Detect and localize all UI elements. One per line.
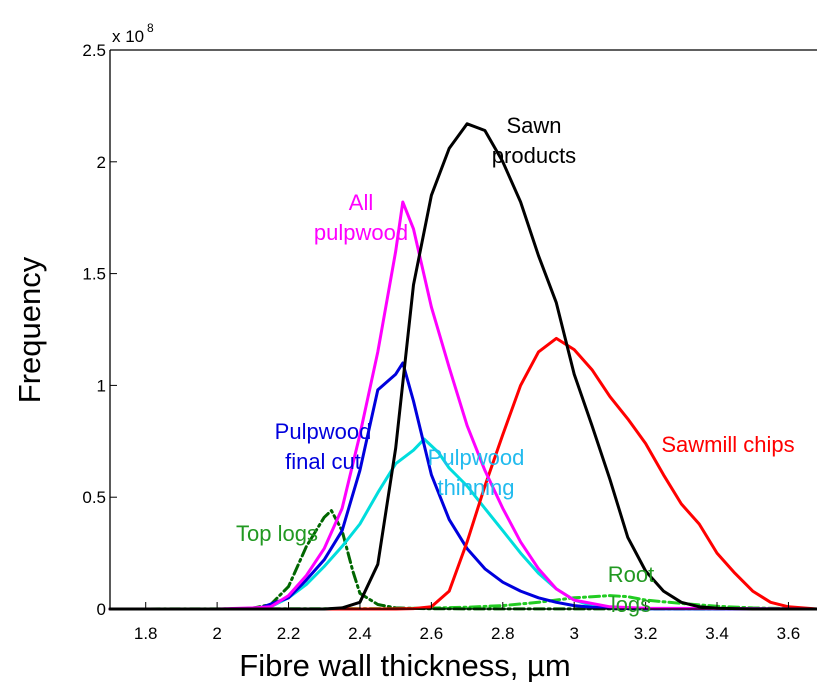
x-tick-label: 2 <box>212 624 221 643</box>
x-tick-label: 2.4 <box>348 624 372 643</box>
series-label-top-logs: Top logs <box>236 521 318 546</box>
y-tick-label: 2.5 <box>82 41 106 60</box>
tick-layer: 1.8 2 2.2 2.4 2.6 2.8 3 3.2 3.4 3.6 0 0.5 1 1.5 2 2.5 <box>82 41 800 643</box>
x-tick-label: 3.6 <box>777 624 801 643</box>
axes-layer <box>109 49 817 610</box>
y-tick-label: 1.5 <box>82 265 106 284</box>
x-tick-label: 3.4 <box>705 624 729 643</box>
x-tick-label: 3.2 <box>634 624 658 643</box>
x-tick-label: 2.8 <box>491 624 515 643</box>
series-line-all-pulpwood <box>108 200 817 611</box>
series-label-pulpwood-final-cut: Pulpwood final cut <box>275 419 372 474</box>
series-label-pulpwood-thinning: Pulpwood thinning <box>428 445 525 500</box>
series-label-root-logs: Root logs <box>608 562 654 617</box>
y-tick-label: 0.5 <box>82 488 106 507</box>
series-label-sawn-products: Sawn products <box>492 113 576 168</box>
x-tick-label: 1.8 <box>134 624 158 643</box>
x-axis-title: Fibre wall thickness, µm <box>239 648 570 682</box>
label-layer: All pulpwood Sawn products Sawmill chips Pulp… <box>236 113 795 617</box>
x-tick-label: 2.6 <box>420 624 444 643</box>
y-tick-label: 1 <box>97 376 106 395</box>
series-line-sawn-products <box>108 122 817 611</box>
series-label-sawmill-chips: Sawmill chips <box>661 432 794 457</box>
y-tick-label: 2 <box>97 153 106 172</box>
y-tick-label: 0 <box>97 600 106 619</box>
y-axis-title: Frequency <box>12 256 47 403</box>
x-tick-label: 3 <box>569 624 578 643</box>
x-tick-label: 2.2 <box>277 624 301 643</box>
series-label-all-pulpwood: All pulpwood <box>314 190 408 245</box>
series-layer <box>108 122 817 611</box>
y-multiplier-label: x 10 <box>112 27 144 46</box>
series-line-sawmill-chips <box>108 336 817 611</box>
y-multiplier-exponent: 8 <box>147 21 154 35</box>
